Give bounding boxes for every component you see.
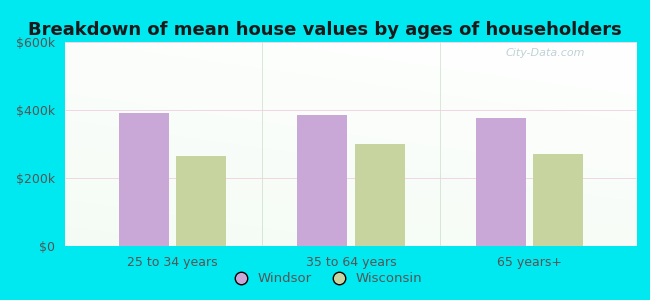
Bar bbox=[298, 115, 347, 246]
Text: Breakdown of mean house values by ages of householders: Breakdown of mean house values by ages o… bbox=[28, 21, 622, 39]
Bar bbox=[118, 113, 169, 246]
Legend: Windsor, Wisconsin: Windsor, Wisconsin bbox=[222, 267, 428, 290]
Text: City-Data.com: City-Data.com bbox=[506, 48, 585, 58]
Bar bbox=[534, 154, 584, 246]
Bar bbox=[355, 144, 404, 246]
Bar bbox=[176, 156, 226, 246]
Bar bbox=[476, 118, 526, 246]
